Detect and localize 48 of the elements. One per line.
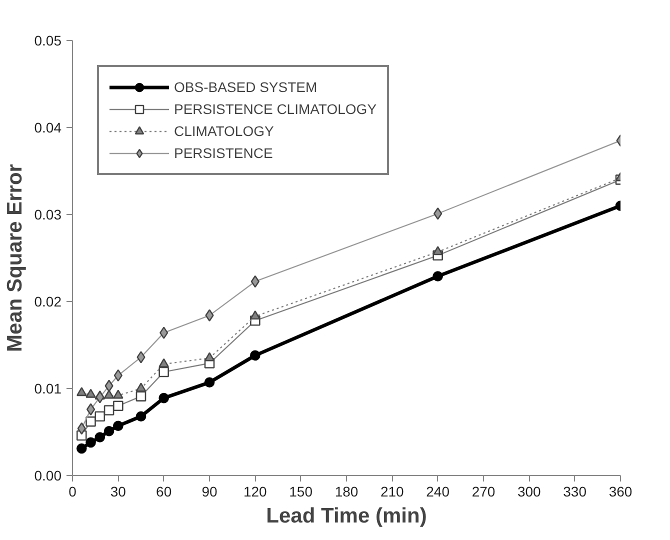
legend-label: PERSISTENCE [174,144,273,162]
point [250,350,260,361]
x-tick-label: 120 [243,484,268,500]
y-tick-label: 0.04 [34,120,62,136]
point [136,382,146,392]
x-tick-label: 300 [517,484,542,500]
y-tick-label: 0.03 [34,206,62,222]
x-axis-title: Lead Time (min) [266,504,427,528]
point [432,271,443,282]
y-tick-label: 0.05 [34,32,62,48]
point [86,388,96,398]
x-tick-label: 360 [608,484,632,500]
y-tick-label: 0.02 [34,294,62,310]
point [113,420,124,432]
y-tick-label: 0.01 [34,380,62,396]
point [113,390,124,399]
point [76,387,87,396]
point [250,310,260,320]
point [76,443,87,454]
point [136,411,146,422]
x-tick-label: 150 [289,484,313,500]
x-tick-label: 90 [202,484,218,500]
point [86,437,96,448]
y-tick-label: 0.00 [34,468,62,484]
point [432,246,443,256]
x-tick-label: 60 [156,484,172,500]
y-axis-title: Mean Square Error [3,164,26,352]
point [136,351,146,364]
point [94,432,106,442]
x-tick-label: 240 [426,484,450,500]
x-tick-label: 30 [110,484,126,500]
point [160,326,168,339]
x-tick-label: 270 [472,484,496,500]
x-tick-label: 0 [68,484,77,500]
x-tick-label: 210 [380,484,404,500]
legend-label: PERSISTENCE CLIMATOLOGY [174,100,377,118]
point [204,352,215,362]
point [158,358,169,368]
point [104,390,114,399]
legend-label: OBS-BASED SYSTEM [174,78,318,96]
point [204,377,215,388]
point [158,392,169,404]
x-tick-label: 180 [334,484,358,500]
legend-label: CLIMATOLOGY [174,122,274,140]
point [104,426,114,436]
x-tick-label: 330 [563,484,587,500]
point [96,391,104,404]
point [86,403,96,416]
